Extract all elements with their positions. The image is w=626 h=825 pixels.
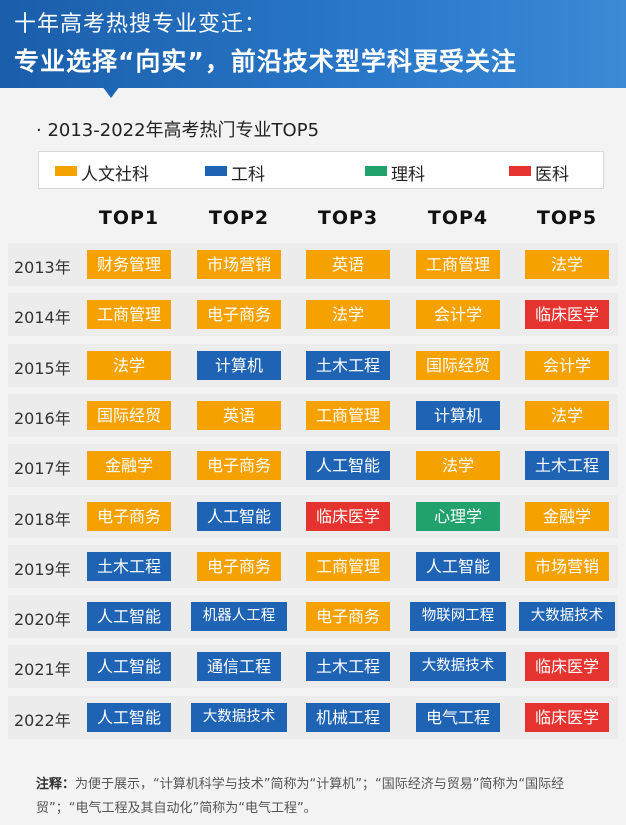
major-cell: 法学 <box>87 350 171 380</box>
major-cell: 国际经贸 <box>87 400 171 430</box>
legend-swatch <box>205 166 227 176</box>
major-cell: 临床医学 <box>306 501 390 531</box>
major-cell: 人工智能 <box>306 451 390 481</box>
table-row: 2017年 金融学 电子商务 人工智能 法学 土木工程 <box>8 444 618 488</box>
major-cell: 大数据技术 <box>410 652 506 682</box>
column-header: TOP5 <box>536 207 598 229</box>
table-row: 2022年 人工智能 大数据技术 机械工程 电气工程 临床医学 <box>8 695 618 739</box>
header-title: 十年高考热搜专业变迁： <box>14 12 268 37</box>
banner-pointer <box>102 86 120 98</box>
major-cell: 工商管理 <box>306 400 390 430</box>
major-cell: 市场营销 <box>525 551 609 581</box>
major-cell: 法学 <box>525 400 609 430</box>
table-row: 2015年 法学 计算机 土木工程 国际经贸 会计学 <box>8 343 618 387</box>
column-header: TOP3 <box>317 207 379 229</box>
major-cell: 英语 <box>306 250 390 279</box>
legend-swatch <box>365 166 387 176</box>
major-cell: 财务管理 <box>87 250 171 279</box>
header-banner: 十年高考热搜专业变迁： 专业选择“向实”，前沿技术型学科更受关注 <box>0 0 626 88</box>
major-cell: 人工智能 <box>87 602 171 632</box>
year-label: 2014年 <box>14 308 71 328</box>
major-cell: 市场营销 <box>197 250 281 279</box>
footnote-label: 注释： <box>36 777 76 792</box>
major-cell: 工商管理 <box>87 300 171 330</box>
year-label: 2021年 <box>14 660 71 680</box>
year-label: 2018年 <box>14 509 71 529</box>
legend-label: 医科 <box>535 165 569 185</box>
legend-swatch <box>509 166 531 176</box>
year-label: 2020年 <box>14 610 71 630</box>
major-cell: 电子商务 <box>87 501 171 531</box>
major-cell: 工商管理 <box>416 250 500 279</box>
major-cell: 土木工程 <box>306 350 390 380</box>
major-cell: 心理学 <box>416 501 500 531</box>
legend-label: 理科 <box>391 165 425 185</box>
table-row: 2019年 土木工程 电子商务 工商管理 人工智能 市场营销 <box>8 544 618 588</box>
major-cell: 法学 <box>306 300 390 330</box>
major-cell: 土木工程 <box>87 551 171 581</box>
major-cell: 大数据技术 <box>191 702 287 732</box>
major-cell: 大数据技术 <box>519 602 615 632</box>
footnote-text: 为便于展示，“计算机科学与技术”简称为“计算机”；“国际经济与贸易”简称为“国际… <box>36 777 565 816</box>
major-cell: 计算机 <box>197 350 281 380</box>
major-cell: 临床医学 <box>525 702 609 732</box>
major-cell: 电气工程 <box>416 702 500 732</box>
table-row: 2014年 工商管理 电子商务 法学 会计学 临床医学 <box>8 293 618 337</box>
legend-label: 工科 <box>231 165 265 185</box>
table-row: 2021年 人工智能 通信工程 土木工程 大数据技术 临床医学 <box>8 645 618 689</box>
major-cell: 电子商务 <box>197 300 281 330</box>
major-cell: 机械工程 <box>306 702 390 732</box>
table-row: 2013年 财务管理 市场营销 英语 工商管理 法学 <box>8 243 618 286</box>
column-header: TOP2 <box>208 207 270 229</box>
footnote: 注释：为便于展示，“计算机科学与技术”简称为“计算机”；“国际经济与贸易”简称为… <box>36 773 616 821</box>
year-label: 2013年 <box>14 258 71 277</box>
major-cell: 临床医学 <box>525 300 609 330</box>
year-label: 2019年 <box>14 559 71 579</box>
major-cell: 机器人工程 <box>191 602 287 632</box>
major-cell: 金融学 <box>87 451 171 481</box>
year-label: 2022年 <box>14 710 71 730</box>
major-cell: 会计学 <box>416 300 500 330</box>
major-cell: 工商管理 <box>306 551 390 581</box>
column-header: TOP1 <box>98 207 160 229</box>
major-cell: 会计学 <box>525 350 609 380</box>
chart-title: · 2013-2022年高考热门专业TOP5 <box>36 120 320 141</box>
major-cell: 土木工程 <box>306 652 390 682</box>
header-subtitle: 专业选择“向实”，前沿技术型学科更受关注 <box>14 47 517 76</box>
year-label: 2017年 <box>14 459 71 479</box>
major-cell: 英语 <box>197 400 281 430</box>
legend: 人文社科 工科 理科 医科 <box>38 151 604 189</box>
major-cell: 法学 <box>525 250 609 279</box>
year-label: 2015年 <box>14 358 71 378</box>
major-cell: 人工智能 <box>87 702 171 732</box>
major-cell: 物联网工程 <box>410 602 506 632</box>
major-cell: 计算机 <box>416 400 500 430</box>
major-cell: 通信工程 <box>197 652 281 682</box>
major-cell: 金融学 <box>525 501 609 531</box>
major-cell: 电子商务 <box>197 551 281 581</box>
legend-swatch <box>55 166 77 176</box>
major-cell: 国际经贸 <box>416 350 500 380</box>
column-header: TOP4 <box>427 207 489 229</box>
major-cell: 电子商务 <box>306 602 390 632</box>
table-row: 2020年 人工智能 机器人工程 电子商务 物联网工程 大数据技术 <box>8 595 618 639</box>
major-cell: 人工智能 <box>197 501 281 531</box>
year-label: 2016年 <box>14 408 71 428</box>
major-cell: 法学 <box>416 451 500 481</box>
legend-label: 人文社科 <box>81 165 149 185</box>
major-cell: 电子商务 <box>197 451 281 481</box>
major-cell: 人工智能 <box>416 551 500 581</box>
major-cell: 人工智能 <box>87 652 171 682</box>
table-row: 2018年 电子商务 人工智能 临床医学 心理学 金融学 <box>8 494 618 538</box>
major-cell: 临床医学 <box>525 652 609 682</box>
major-cell: 土木工程 <box>525 451 609 481</box>
table-row: 2016年 国际经贸 英语 工商管理 计算机 法学 <box>8 393 618 437</box>
